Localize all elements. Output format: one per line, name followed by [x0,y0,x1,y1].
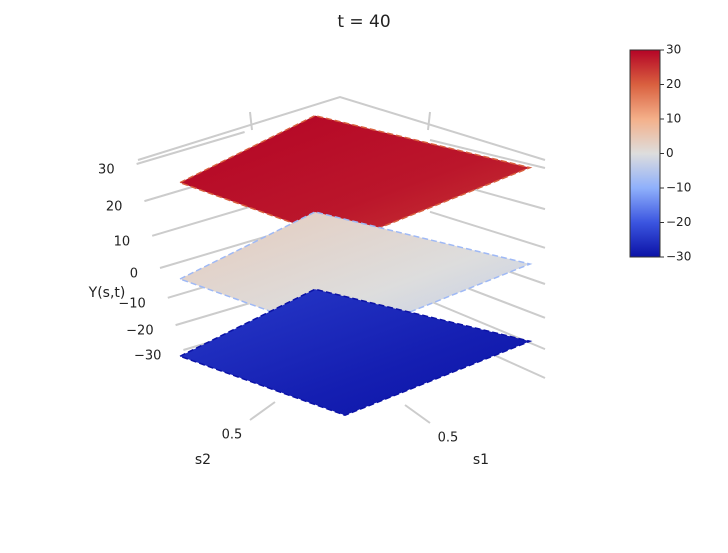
y-axis-label: s2 [195,452,211,468]
chart-title: t = 40 [337,12,390,32]
z-tick-label: −20 [126,324,153,339]
colorbar-tick-label: 30 [666,43,681,57]
colorbar-tick-label: 20 [666,77,681,91]
z-tick-label: −30 [134,349,161,364]
box-frame [137,95,546,161]
grid-line [159,235,269,269]
colorbar-tick-label: 10 [666,112,681,126]
surface [178,211,533,339]
grid-line [136,131,245,165]
frame-tick [427,111,431,131]
surface [178,114,533,243]
colorbar [629,49,661,258]
y-tick-label: 0.5 [222,428,243,443]
colorbar-tick-label: −10 [666,181,691,195]
z-axis-label: Y(s,t) [88,285,126,301]
z-tick-label: 20 [106,200,123,215]
z-tick-label: 10 [114,234,131,249]
grid-line [429,210,546,249]
grid-line [151,202,261,237]
x-tick-mark [404,404,431,424]
y-tick-mark [249,401,276,421]
x-tick-label: 0.5 [438,431,459,446]
colorbar-tick-label: −20 [666,215,691,229]
colorbar-tick-label: 0 [666,146,674,160]
surface [178,288,533,417]
back-edges [137,95,546,161]
z-tick-label: 0 [130,267,138,282]
x-axis-label: s1 [473,452,489,468]
z-tick-label: −10 [118,296,145,311]
z-tick-label: 30 [98,163,115,178]
colorbar-tick-label: −30 [666,250,691,264]
grid-line [429,139,546,169]
frame-tick [249,111,253,131]
